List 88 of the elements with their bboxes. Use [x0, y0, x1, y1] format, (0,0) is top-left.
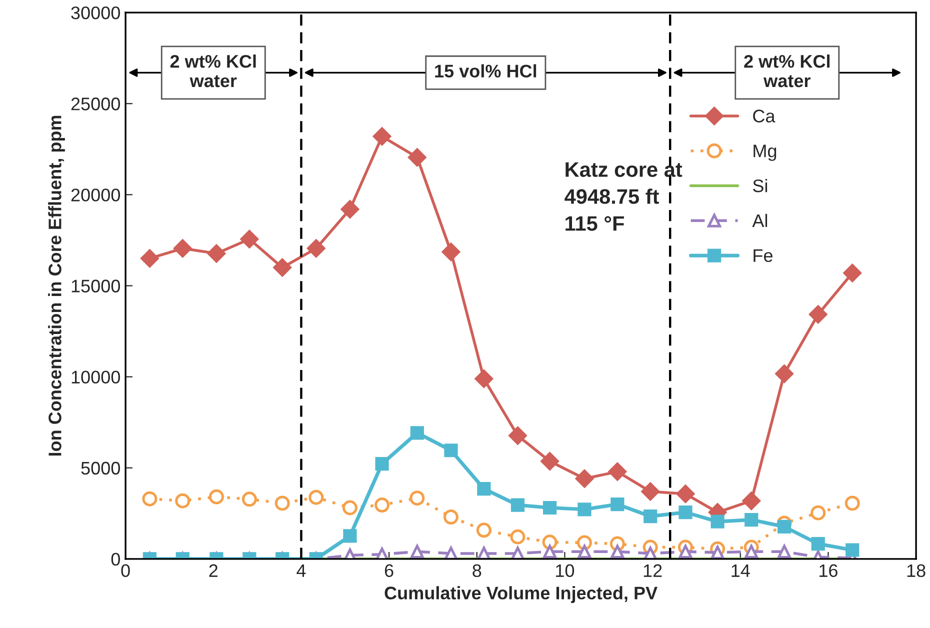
point: [274, 496, 290, 511]
y-tick-label: 25000: [71, 98, 120, 110]
y-tick-label: 15000: [72, 280, 120, 292]
point: [208, 489, 224, 504]
point: [273, 258, 292, 277]
point: [610, 497, 624, 512]
point: [443, 510, 458, 525]
point: [307, 239, 326, 258]
point: [408, 148, 426, 166]
legend-label: Ca: [753, 110, 776, 122]
point: [678, 544, 692, 558]
point: [578, 502, 592, 516]
y-tick-label: 0: [111, 552, 120, 566]
point: [474, 370, 494, 388]
point: [240, 230, 258, 248]
point: [340, 200, 360, 218]
point: [777, 520, 792, 534]
point: [744, 512, 758, 527]
x-tick-label: 14: [732, 564, 750, 577]
point: [809, 305, 828, 324]
point: [744, 544, 758, 558]
x-axis-title: Cumulative Volume Injected, PV: [384, 586, 658, 603]
legend-label: Si: [753, 178, 768, 192]
x-tick-label: 4: [296, 564, 306, 577]
x-tick-label: 2: [209, 564, 218, 577]
point: [542, 544, 557, 558]
point: [442, 242, 460, 261]
point: [410, 490, 425, 506]
point: [444, 444, 458, 458]
annotation: 2 wt% KCl water: [170, 54, 256, 88]
point: [140, 249, 159, 268]
point: [242, 492, 257, 507]
y-tick-label: 10000: [72, 370, 120, 384]
point: [676, 484, 695, 504]
point: [343, 529, 357, 543]
point: [610, 544, 624, 558]
x-tick-label: 8: [472, 564, 482, 578]
point: [510, 529, 526, 544]
x-tick-label: 6: [384, 564, 394, 578]
point: [510, 498, 525, 512]
point: [742, 492, 760, 510]
y-axis-title: Ion Concentration in Core Effluent, ppm: [48, 116, 65, 456]
y-tick-label: 5000: [81, 462, 120, 475]
annotation: Katz core at 4948.75 ft 115 °F: [564, 162, 682, 231]
x-tick-label: 16: [820, 564, 838, 578]
point: [844, 496, 860, 511]
x-tick-label: 10: [556, 564, 574, 578]
point: [575, 470, 594, 488]
point: [372, 127, 392, 146]
point: [207, 244, 226, 263]
x-tick-label: 12: [644, 564, 662, 577]
point: [810, 505, 826, 520]
y-tick-label: 20000: [71, 188, 120, 202]
legend-label: Fe: [754, 249, 772, 262]
annotation: 15 vol% HCl: [435, 64, 536, 78]
point: [608, 462, 627, 481]
point: [476, 522, 492, 538]
point: [542, 500, 557, 515]
point: [142, 491, 158, 506]
point: [477, 482, 491, 496]
x-tick-label: 18: [907, 564, 926, 578]
point: [410, 426, 424, 440]
point: [710, 514, 724, 528]
point: [375, 548, 389, 559]
point: [342, 500, 358, 516]
legend-label: Al: [752, 214, 768, 227]
y-tick-label: 30000: [71, 6, 120, 20]
point: [775, 364, 794, 383]
point: [710, 546, 724, 559]
point: [641, 482, 660, 501]
x-tick-label: 0: [121, 564, 130, 578]
point: [175, 493, 190, 508]
point: [375, 457, 389, 471]
point: [508, 426, 527, 445]
legend-label: Mg: [754, 144, 776, 161]
point: [846, 543, 860, 557]
point: [811, 537, 825, 551]
point: [678, 505, 692, 520]
point: [578, 544, 592, 558]
point: [174, 239, 192, 258]
point: [308, 490, 324, 505]
point: [777, 544, 792, 558]
point: [843, 264, 862, 282]
point: [374, 498, 390, 513]
point: [540, 452, 559, 470]
annotation: 2 wt% KCl water: [744, 54, 830, 88]
point: [644, 510, 658, 524]
point: [410, 544, 424, 558]
